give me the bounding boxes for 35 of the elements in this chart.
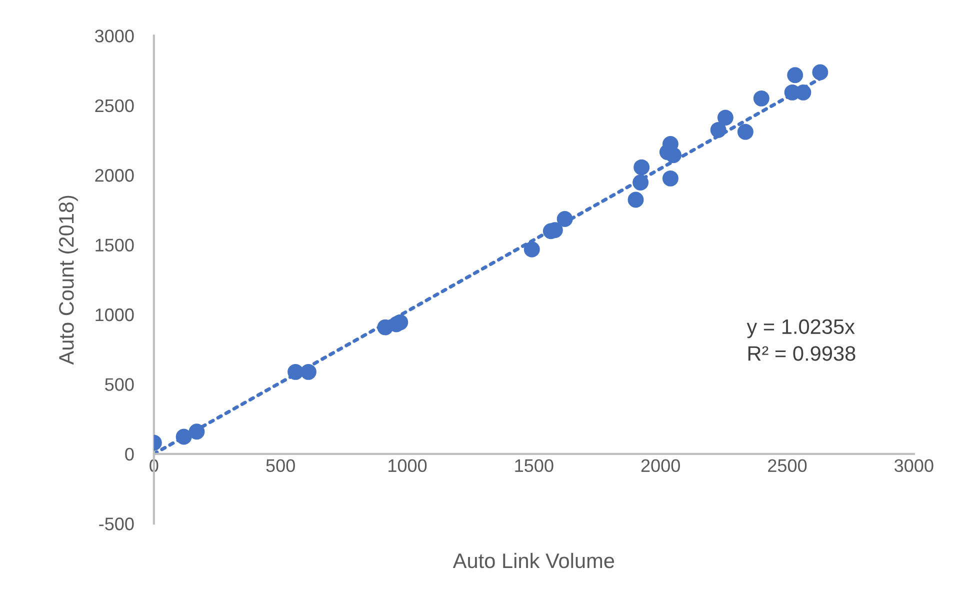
point — [524, 241, 540, 258]
point — [634, 159, 650, 176]
y-tick-label: 3000 — [95, 30, 134, 42]
point — [737, 124, 754, 140]
y-tick-label: -500 — [99, 518, 134, 530]
x-tick-label: 2000 — [641, 459, 680, 472]
y-tick-label: 2500 — [95, 99, 134, 112]
point — [632, 174, 649, 190]
point — [812, 64, 828, 80]
point — [753, 90, 770, 106]
y-axis-title: Auto Count (2018) — [58, 196, 78, 365]
x-tick-label: 3000 — [894, 459, 934, 472]
y-tick-label: 2000 — [95, 169, 134, 182]
point — [288, 364, 304, 380]
point — [710, 122, 726, 138]
point — [188, 424, 205, 440]
x-axis-title: Auto Link Volume — [452, 552, 614, 568]
x-tick-label: 500 — [266, 459, 295, 472]
point — [300, 364, 316, 380]
point — [628, 192, 644, 208]
point — [666, 147, 682, 164]
point — [662, 170, 678, 186]
point — [717, 110, 734, 126]
annotation: y = 1.0235x — [746, 319, 855, 338]
y-tick-label: 0 — [125, 448, 134, 461]
x-tick-label: 1500 — [515, 459, 554, 472]
point — [176, 428, 192, 445]
y-tick-label: 1000 — [96, 308, 134, 322]
y-tick-label: 500 — [105, 378, 134, 391]
y-tick-label: 1500 — [96, 238, 134, 252]
x-tick-label: 1000 — [388, 459, 427, 472]
point — [556, 211, 573, 227]
point — [787, 67, 804, 84]
annotation: R² = 0.9938 — [748, 346, 856, 361]
x-tick-label: 2500 — [768, 459, 807, 472]
